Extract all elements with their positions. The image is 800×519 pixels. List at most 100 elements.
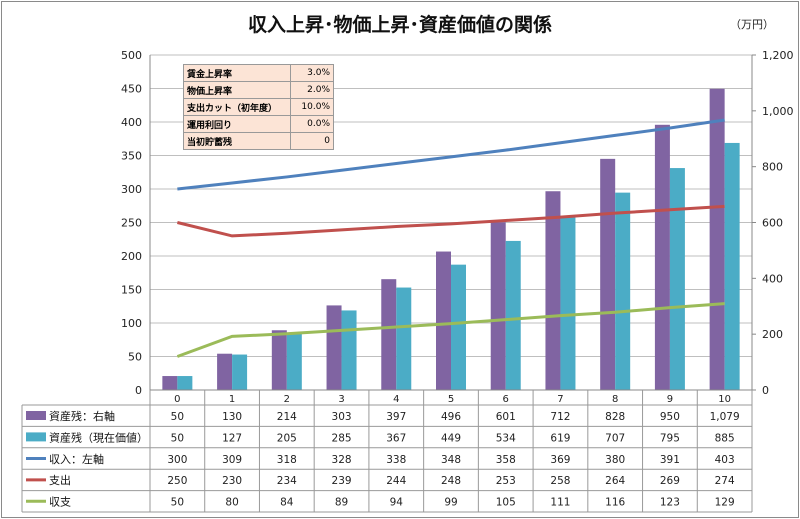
table-cell: 309 <box>222 454 242 466</box>
table-cell: 601 <box>496 411 516 423</box>
param-label: 賃金上昇率 <box>183 64 291 82</box>
table-cell: 127 <box>222 432 242 444</box>
left-axis-tick-label: 100 <box>121 317 142 330</box>
bar <box>451 264 466 390</box>
table-cell: 274 <box>715 475 735 487</box>
table-cell: 369 <box>550 454 570 466</box>
left-axis-tick-label: 450 <box>121 83 142 96</box>
unit-label: （万円） <box>730 18 774 31</box>
table-cell: 403 <box>715 454 735 466</box>
series-line <box>176 302 725 358</box>
table-cell: 250 <box>167 475 187 487</box>
series-line <box>177 118 725 191</box>
category-label: 4 <box>393 394 399 405</box>
table-cell: 116 <box>605 497 625 509</box>
table-cell: 285 <box>332 432 352 444</box>
table-cell: 214 <box>277 411 297 423</box>
legend-label: 収支 <box>49 496 71 509</box>
left-axis-tick-label: 0 <box>135 384 142 397</box>
right-axis-tick-label: 200 <box>762 328 783 341</box>
table-cell: 264 <box>605 475 625 487</box>
table-cell: 230 <box>222 475 242 487</box>
param-label: 物価上昇率 <box>183 81 291 99</box>
table-cell: 300 <box>167 454 187 466</box>
left-axis-tick-label: 300 <box>121 183 142 196</box>
chart-title: 収入上昇･物価上昇･資産価値の関係 <box>247 14 552 36</box>
bar <box>271 330 287 390</box>
table-cell: 712 <box>550 411 570 423</box>
category-label: 2 <box>284 394 290 405</box>
category-label: 1 <box>229 394 235 405</box>
parameter-table: 賃金上昇率 3.0% 物価上昇率 2.0% 支出カット（初年度） 10.0% 運用利回り 0.… <box>183 64 334 150</box>
left-axis-tick-label: 350 <box>121 150 142 163</box>
param-value: 2.0% <box>290 81 334 99</box>
category-label: 8 <box>612 394 618 405</box>
param-value: 10.0% <box>290 98 334 116</box>
category-label: 7 <box>557 394 563 405</box>
series-line <box>177 204 725 238</box>
category-label: 5 <box>448 394 454 405</box>
param-value: 0 <box>290 132 334 150</box>
right-axis-tick-label: 400 <box>762 272 783 285</box>
table-cell: 449 <box>441 432 461 444</box>
legend-label: 資産残（現在価値） <box>49 430 148 444</box>
table-cell: 269 <box>660 475 680 487</box>
bar <box>396 287 412 390</box>
param-row: 運用利回り 0.0% <box>183 115 334 133</box>
bar <box>505 240 521 390</box>
left-axis-tick-label: 250 <box>121 217 142 230</box>
left-axis-tick-label: 150 <box>121 284 142 297</box>
param-value: 3.0% <box>290 64 334 82</box>
table-cell: 367 <box>386 432 406 444</box>
right-axis-tick-label: 1,200 <box>762 49 794 62</box>
table-cell: 795 <box>660 432 680 444</box>
bar <box>162 376 178 390</box>
category-label: 9 <box>667 394 673 405</box>
table-cell: 84 <box>280 497 294 509</box>
param-row: 物価上昇率 2.0% <box>183 81 334 99</box>
table-cell: 129 <box>715 497 735 509</box>
table-cell: 130 <box>222 411 242 423</box>
bar <box>560 217 576 390</box>
legend-label: 支出 <box>49 473 71 487</box>
param-label: 当初貯蓄残 <box>183 132 291 150</box>
table-cell: 380 <box>605 454 625 466</box>
category-label: 10 <box>718 394 731 405</box>
table-cell: 50 <box>171 497 184 509</box>
bar <box>286 332 302 390</box>
table-cell: 258 <box>550 475 570 487</box>
table-cell: 397 <box>386 411 406 423</box>
left-axis-tick-label: 200 <box>121 250 142 263</box>
bar <box>545 191 561 390</box>
left-axis-tick-label: 500 <box>121 49 142 62</box>
table-cell: 50 <box>171 432 184 444</box>
bar <box>669 168 685 390</box>
table-cell: 885 <box>715 432 735 444</box>
param-row: 賃金上昇率 3.0% <box>183 64 334 82</box>
table-cell: 391 <box>660 454 680 466</box>
table-cell: 950 <box>660 411 680 423</box>
table-cell: 338 <box>386 454 406 466</box>
bar <box>654 124 670 391</box>
bar <box>381 279 397 390</box>
table-cell: 89 <box>335 497 348 509</box>
bar <box>709 88 725 390</box>
table-cell: 50 <box>171 411 184 423</box>
table-cell: 244 <box>386 475 406 487</box>
table-cell: 239 <box>332 475 352 487</box>
left-axis-tick-label: 50 <box>128 351 142 364</box>
legend-label: 資産残：右軸 <box>49 409 115 423</box>
param-value: 0.0% <box>290 115 334 133</box>
left-axis-tick-label: 400 <box>121 116 142 129</box>
table-cell: 99 <box>444 497 457 509</box>
table-cell: 358 <box>496 454 516 466</box>
right-axis-tick-label: 0 <box>762 384 769 397</box>
table-cell: 253 <box>496 475 516 487</box>
table-cell: 1,079 <box>710 411 740 423</box>
category-label: 3 <box>338 394 344 405</box>
param-label: 支出カット（初年度） <box>183 98 291 116</box>
table-cell: 328 <box>332 454 352 466</box>
table-cell: 534 <box>496 432 516 444</box>
